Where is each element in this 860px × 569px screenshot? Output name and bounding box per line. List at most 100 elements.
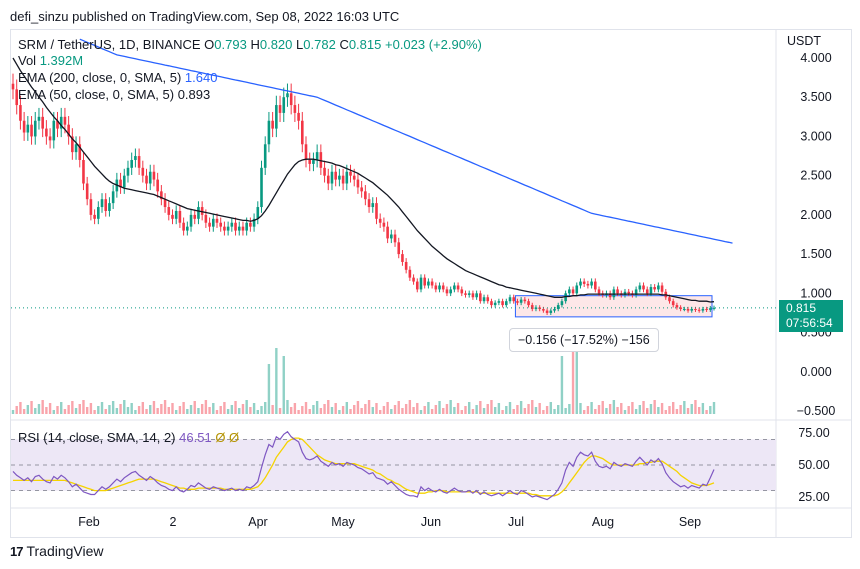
price-tick-label: 1.500 (800, 247, 831, 261)
ema200-label[interactable]: EMA (200, close, 0, SMA, 5) (18, 70, 182, 85)
candle-body (219, 222, 223, 227)
volume-bar (538, 403, 541, 414)
candle-body (323, 167, 326, 176)
candle-body (408, 269, 412, 278)
candle-body (22, 120, 26, 133)
volume-bar (557, 405, 560, 414)
volume-bar (579, 403, 582, 414)
volume-bar (134, 410, 137, 414)
candle-body (568, 289, 571, 294)
volume-label[interactable]: Vol (18, 53, 37, 68)
candle-body (545, 310, 549, 313)
rsi-label[interactable]: RSI (14, close, SMA, 14, 2) (18, 430, 176, 445)
candle-body (208, 222, 211, 227)
candle-body (178, 210, 182, 223)
volume-bar (657, 407, 660, 414)
candle-body (460, 289, 464, 294)
volume-bar (582, 410, 586, 414)
candle-body (608, 293, 612, 298)
volume-bar (482, 408, 486, 414)
volume-bar (145, 409, 148, 414)
volume-bar (30, 401, 33, 414)
volume-bar (360, 408, 363, 414)
volume-bar (512, 409, 515, 414)
candle-body (653, 287, 656, 290)
volume-bar (468, 402, 471, 414)
ema200-value: 1.640 (184, 70, 218, 85)
volume-bar (642, 401, 645, 414)
candle-body (401, 254, 404, 262)
candle-body (26, 124, 30, 133)
legend-ema50-row: EMA (50, close, 0, SMA, 5) 0.893 (18, 87, 210, 102)
candle-body (15, 89, 19, 106)
ema50-value: 0.893 (177, 87, 211, 102)
volume-bar (683, 401, 686, 414)
time-tick-label: Jun (421, 515, 441, 529)
candle-body (119, 179, 122, 188)
volume-bar (338, 410, 341, 414)
volume-bar (156, 408, 159, 414)
last-price-badge: 0.815 07:56:54 (779, 300, 843, 332)
volume-bar (408, 400, 412, 414)
candle-body (204, 214, 208, 223)
candle-body (304, 144, 308, 160)
candle-body (571, 289, 575, 294)
volume-bar (668, 406, 671, 414)
volume-bar (182, 402, 185, 414)
candle-body (59, 116, 63, 129)
volume-bar (71, 401, 74, 414)
tradingview-brand[interactable]: 17 TradingView (10, 543, 104, 559)
candle-body (649, 287, 653, 294)
volume-bar (686, 408, 690, 414)
volume-bar (226, 409, 230, 414)
volume-bar (67, 405, 70, 414)
candle-body (553, 309, 556, 311)
candle-body (167, 207, 171, 215)
volume-bar (575, 348, 578, 414)
high-key: H (250, 37, 260, 52)
volume-bar (549, 402, 553, 414)
candle-body (293, 105, 297, 113)
candle-body (412, 277, 415, 282)
candle-body (467, 293, 471, 295)
volume-bar (490, 400, 493, 414)
volume-bar (45, 407, 48, 414)
volume-bar (367, 400, 371, 414)
candle-body (308, 159, 312, 164)
candle-body (634, 289, 638, 295)
candle-body (286, 93, 289, 98)
volume-bar (174, 410, 178, 414)
volume-bar (193, 401, 196, 414)
volume-bar (219, 406, 222, 414)
volume-bar (223, 402, 226, 414)
candle-body (701, 309, 705, 311)
bar-countdown: 07:56:54 (786, 316, 833, 330)
candle-body (441, 285, 445, 290)
candle-body (519, 299, 523, 303)
ema50-label[interactable]: EMA (50, close, 0, SMA, 5) (18, 87, 175, 102)
candle-body (97, 207, 100, 219)
time-tick-label: 2 (170, 515, 177, 529)
volume-bar (234, 401, 237, 414)
price-tick-label: −0.500 (797, 404, 836, 418)
candle-body (705, 309, 708, 311)
chart-frame[interactable] (10, 29, 852, 538)
candle-body (456, 285, 460, 290)
candle-body (71, 136, 74, 153)
candle-body (93, 214, 96, 219)
volume-bar (690, 404, 693, 414)
symbol-label[interactable]: SRM / TetherUS, 1D, BINANCE (18, 37, 201, 52)
candle-body (189, 214, 193, 227)
price-tick-label: 0.000 (800, 365, 831, 379)
candle-body (594, 281, 597, 290)
candle-body (163, 199, 167, 208)
volume-bar (697, 407, 701, 414)
volume-bar (653, 400, 656, 414)
candle-body (527, 301, 530, 306)
candle-body (638, 285, 642, 290)
candle-body (415, 281, 419, 290)
volume-bar (200, 404, 204, 414)
volume-bar (89, 403, 93, 414)
volume-bar (479, 401, 482, 414)
